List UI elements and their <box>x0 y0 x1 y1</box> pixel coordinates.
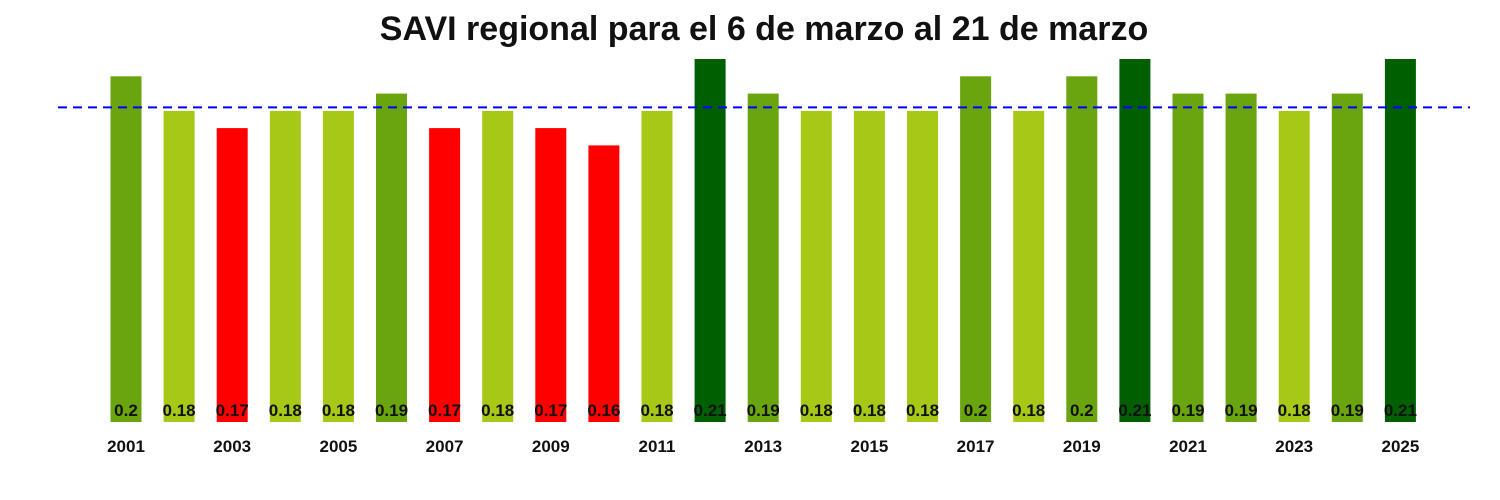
value-label-2005: 0.18 <box>322 401 355 420</box>
x-tick-2013: 2013 <box>744 437 782 456</box>
value-label-2004: 0.18 <box>269 401 302 420</box>
bar-2022 <box>1225 93 1257 422</box>
x-axis-tick-labels: 2001 2003 2005 2007 2009 2011 2013 2015 2017 2019… <box>107 437 1419 456</box>
chart-title: SAVI regional para el 6 de marzo al 21 d… <box>379 10 1149 48</box>
bar-2005 <box>322 110 354 423</box>
bar-2009 <box>535 128 567 422</box>
x-tick-2007: 2007 <box>426 437 464 456</box>
value-label-2006: 0.19 <box>375 401 408 420</box>
x-tick-2011: 2011 <box>639 437 676 456</box>
value-label-2013: 0.19 <box>747 401 780 420</box>
value-label-2016: 0.18 <box>906 401 939 420</box>
value-label-2015: 0.18 <box>853 401 886 420</box>
bar-2021 <box>1172 93 1204 422</box>
x-tick-2015: 2015 <box>850 437 888 456</box>
x-tick-2025: 2025 <box>1381 437 1419 456</box>
bar-2007 <box>429 128 461 422</box>
bar-2025 <box>1384 59 1416 422</box>
value-label-2003: 0.17 <box>216 401 249 420</box>
x-tick-2019: 2019 <box>1063 437 1101 456</box>
bar-2012 <box>694 59 726 422</box>
value-label-2019: 0.2 <box>1070 401 1094 420</box>
value-label-2002: 0.18 <box>163 401 196 420</box>
bar-2020 <box>1119 59 1151 422</box>
value-label-2024: 0.19 <box>1331 401 1364 420</box>
value-label-2009: 0.17 <box>534 401 567 420</box>
x-tick-2017: 2017 <box>957 437 995 456</box>
bar-2015 <box>853 110 885 423</box>
bar-2002 <box>163 110 195 423</box>
x-tick-2021: 2021 <box>1169 437 1207 456</box>
bar-2010 <box>588 145 620 422</box>
value-label-2007: 0.17 <box>428 401 461 420</box>
value-label-2017: 0.2 <box>964 401 988 420</box>
bar-2024 <box>1331 93 1363 422</box>
x-tick-2009: 2009 <box>532 437 570 456</box>
bar-2006 <box>376 93 407 422</box>
bar-2017 <box>960 76 992 423</box>
value-label-2010: 0.16 <box>587 401 620 420</box>
bar-2013 <box>747 93 779 422</box>
value-label-2012: 0.21 <box>694 401 727 420</box>
bars-group <box>110 59 1416 423</box>
bar-2003 <box>216 128 248 422</box>
value-label-2018: 0.18 <box>1012 401 1045 420</box>
value-label-2011: 0.18 <box>640 401 673 420</box>
bar-2018 <box>1013 110 1045 423</box>
value-label-2014: 0.18 <box>800 401 833 420</box>
x-tick-2003: 2003 <box>213 437 251 456</box>
value-label-2020: 0.21 <box>1118 401 1151 420</box>
value-label-2008: 0.18 <box>481 401 514 420</box>
bar-2023 <box>1278 110 1310 423</box>
x-tick-2001: 2001 <box>107 437 145 456</box>
value-label-2022: 0.19 <box>1225 401 1258 420</box>
value-label-2025: 0.21 <box>1384 401 1417 420</box>
bar-2019 <box>1066 76 1098 423</box>
bar-2008 <box>482 110 514 423</box>
bar-2014 <box>800 110 832 423</box>
value-label-2001: 0.2 <box>114 401 138 420</box>
x-tick-2005: 2005 <box>319 437 357 456</box>
x-tick-2023: 2023 <box>1275 437 1313 456</box>
value-label-2021: 0.19 <box>1171 401 1204 420</box>
bar-2011 <box>641 110 673 423</box>
bar-2016 <box>907 110 938 423</box>
value-label-2023: 0.18 <box>1278 401 1311 420</box>
bar-2001 <box>110 76 142 423</box>
value-labels-group: 0.2 0.18 0.17 0.18 0.18 0.19 0.17 0.18 0.17 0.16 0… <box>114 401 1417 420</box>
bar-2004 <box>269 110 301 423</box>
